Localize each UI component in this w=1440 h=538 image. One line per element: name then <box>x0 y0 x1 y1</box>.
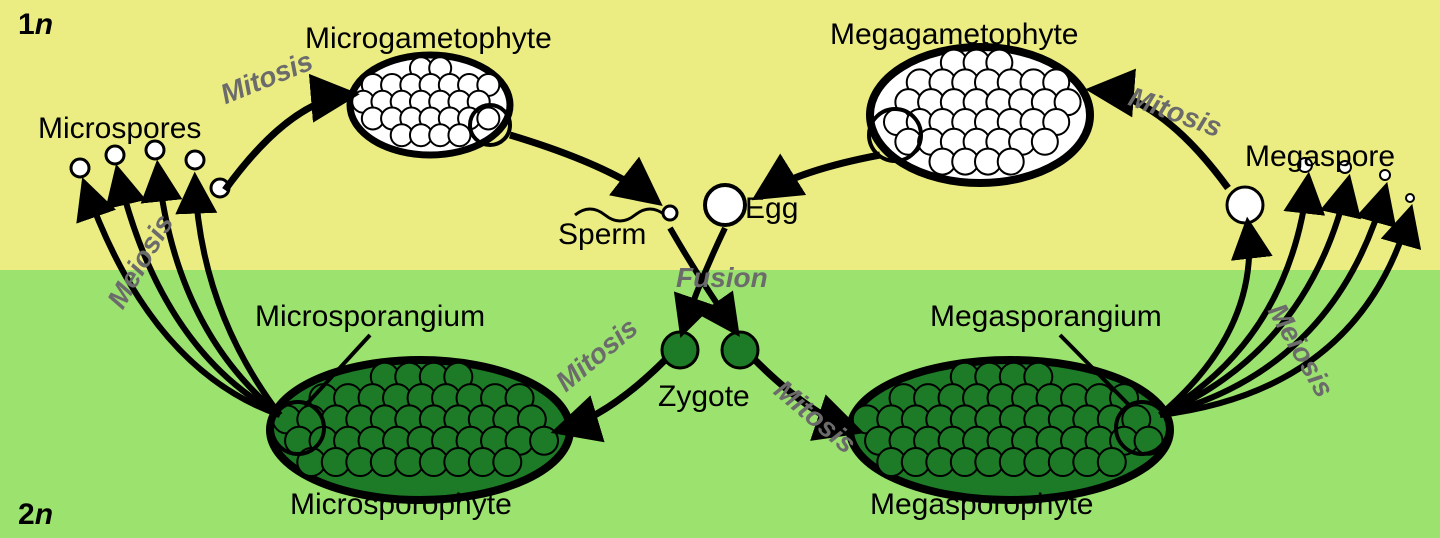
diagram-stage: 1n 2n Microspores Microgametophyte Megag… <box>0 0 1440 538</box>
megasporangium-label: Megasporangium <box>930 300 1162 334</box>
megaspore-label: Megaspore <box>1245 140 1395 174</box>
microsporangium-label: Microsporangium <box>255 300 485 334</box>
megagametophyte-label: Megagametophyte <box>830 18 1079 52</box>
sperm-label: Sperm <box>558 218 646 252</box>
microsporophyte-label: Microsporophyte <box>290 488 512 522</box>
microgametophyte-label: Microgametophyte <box>305 22 552 56</box>
fusion-label: Fusion <box>676 262 768 294</box>
zygote-label: Zygote <box>658 380 750 414</box>
microspores-label: Microspores <box>38 112 201 146</box>
egg-label: Egg <box>745 192 798 226</box>
megasporophyte-label: Megasporophyte <box>870 488 1093 522</box>
